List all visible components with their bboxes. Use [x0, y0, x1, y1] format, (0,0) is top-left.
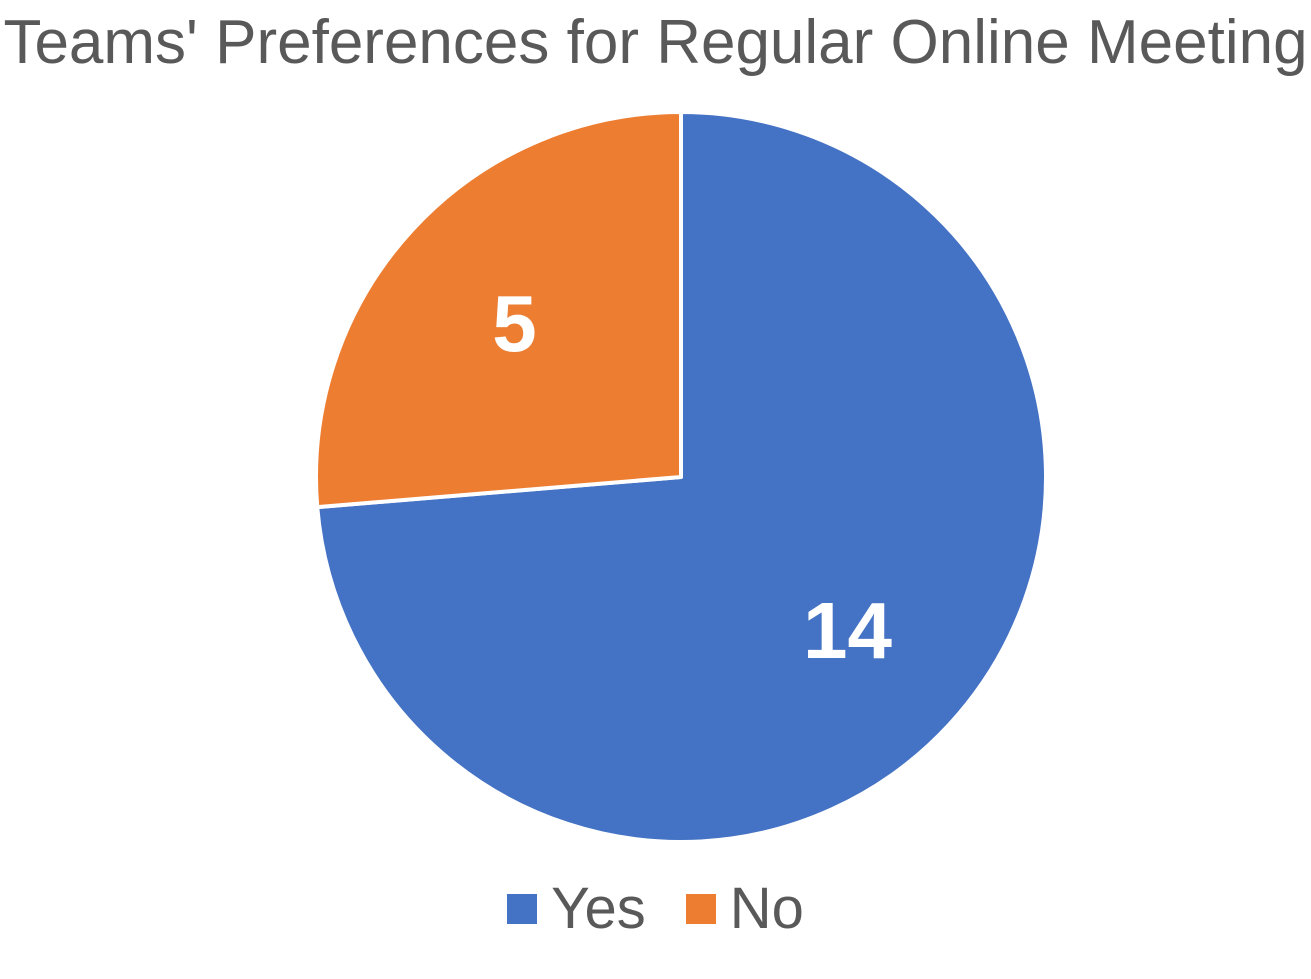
data-label-no: 5 — [492, 279, 537, 368]
data-label-yes: 14 — [803, 586, 892, 675]
pie-slices — [314, 110, 1048, 844]
legend-entry-no[interactable]: No — [685, 876, 804, 941]
chart-title: Teams' Preferences for Regular Online Me… — [3, 8, 1308, 77]
legend-swatch-yes — [507, 894, 538, 924]
legend-swatch-no — [685, 894, 716, 924]
legend: Yes No — [0, 880, 1311, 938]
pie-data-labels: 14 5 — [492, 279, 892, 675]
legend-entry-yes[interactable]: Yes — [507, 880, 646, 938]
legend-label-no: No — [729, 876, 804, 941]
legend-label-yes: Yes — [551, 876, 646, 941]
pie-slice-no[interactable] — [314, 110, 683, 510]
